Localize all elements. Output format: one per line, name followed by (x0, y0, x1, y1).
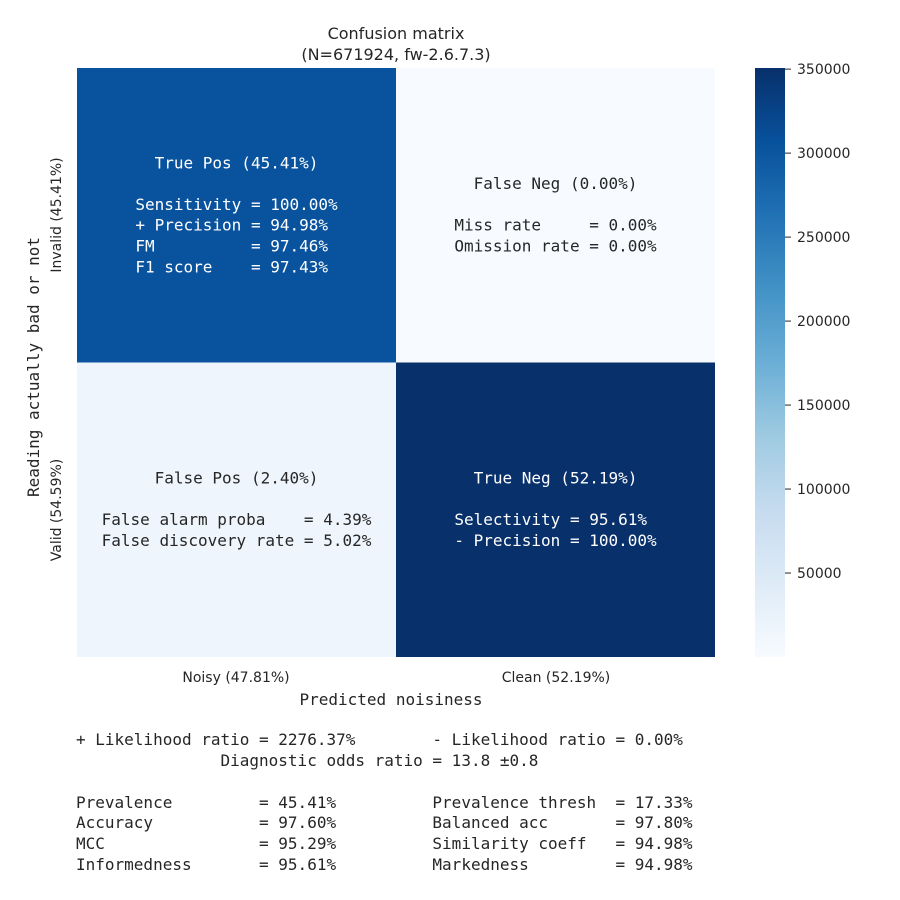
y-tick-label: Valid (54.59%) (49, 459, 65, 562)
diagnostic-odds-line: Diagnostic odds ratio = 13.8 ±0.8 (76, 751, 539, 770)
colorbar-tick-label: 350000 (797, 62, 850, 78)
y-axis-label: Reading actually bad or not (24, 237, 43, 497)
summary-row: Accuracy = 97.60% Balanced acc = 97.80% (76, 813, 693, 832)
heatmap-cell-texts: True Pos (45.41%) Sensitivity = 100.00% + … (102, 153, 657, 550)
colorbar-tick-label: 300000 (797, 146, 850, 162)
heatmap-cells (77, 68, 715, 657)
colorbar-tick-label: 150000 (797, 398, 850, 414)
heatmap-cell (396, 68, 715, 363)
colorbar (755, 68, 785, 657)
x-axis-label: Predicted noisiness (299, 690, 482, 709)
heatmap-cell (77, 68, 396, 363)
colorbar-tick-label: 200000 (797, 314, 850, 330)
colorbar-tick-label: 100000 (797, 482, 850, 498)
colorbar-ticks: 50000 100000 150000 200000 250000 300000 35000… (785, 62, 850, 582)
summary-row: Prevalence = 45.41% Prevalence thresh = … (76, 793, 693, 812)
summary-row: Informedness = 95.61% Markedness = 94.98… (76, 855, 693, 874)
heatmap-cell-label: False Pos (2.40%) False alarm proba = 4.3… (102, 469, 372, 550)
x-tick-label: Noisy (47.81%) (182, 670, 289, 686)
heatmap-cell-label: True Neg (52.19%) Selectivity = 95.61% - … (454, 469, 657, 550)
heatmap-cell (396, 362, 715, 657)
heatmap-cell-label: False Neg (0.00%) Miss rate = 0.00% Omissi… (454, 174, 657, 255)
heatmap-cell-label: True Pos (45.41%) Sensitivity = 100.00% + … (135, 153, 338, 276)
colorbar-tick-label: 250000 (797, 230, 850, 246)
y-tick-label: Invalid (45.41%) (49, 157, 65, 272)
chart-title-line2: (N=671924, fw-2.6.7.3) (301, 45, 490, 64)
x-tick-label: Clean (52.19%) (502, 670, 611, 686)
summary-row: MCC = 95.29% Similarity coeff = 94.98% (76, 834, 693, 853)
colorbar-tick-label: 50000 (797, 566, 842, 582)
chart-title-line1: Confusion matrix (328, 24, 465, 43)
heatmap-cell (77, 362, 396, 657)
likelihood-ratios-line: + Likelihood ratio = 2276.37% - Likeliho… (76, 730, 683, 749)
